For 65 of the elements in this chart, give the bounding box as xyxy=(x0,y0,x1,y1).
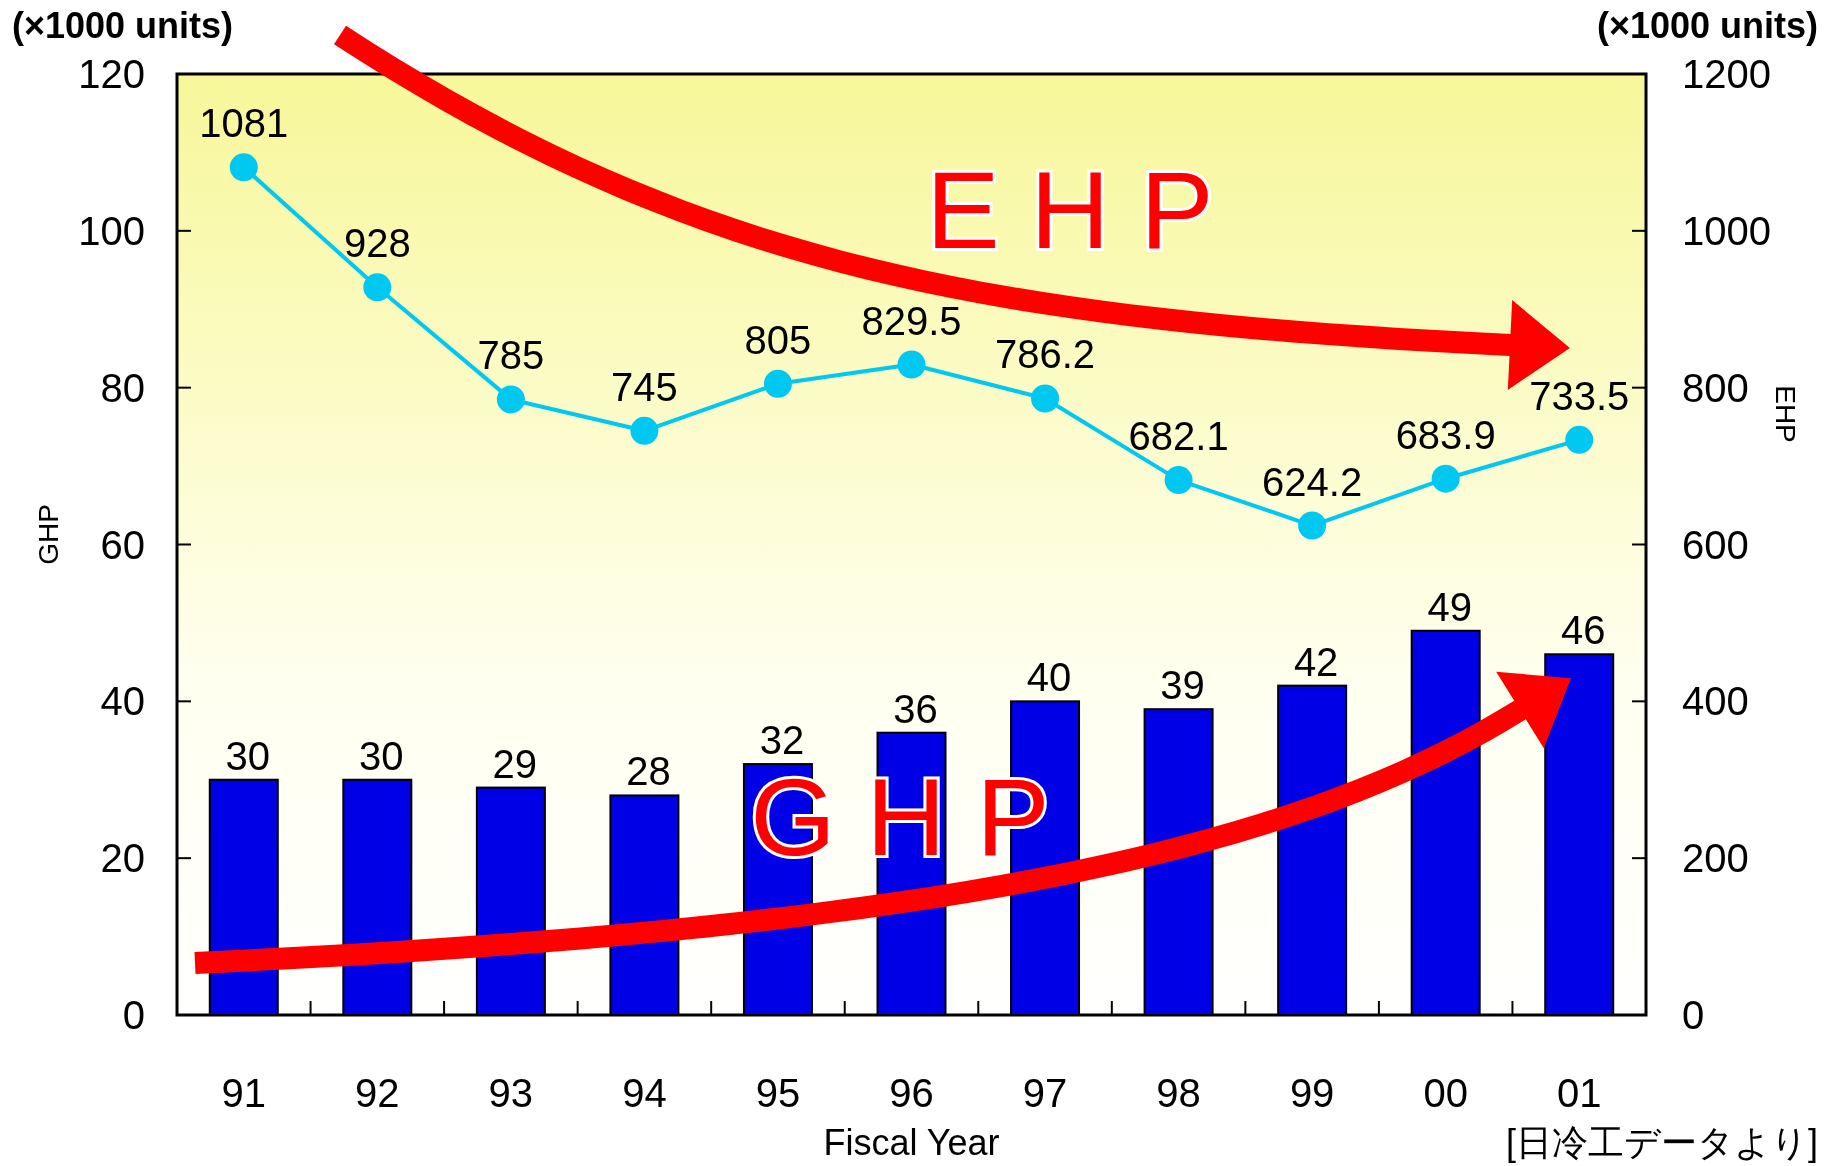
x-axis-title: Fiscal Year xyxy=(823,1122,1000,1163)
y-tick-label: 100 xyxy=(78,208,145,253)
point xyxy=(763,369,792,398)
x-tick-label: 91 xyxy=(221,1071,267,1115)
y2-tick-label: 400 xyxy=(1682,679,1749,724)
data-label: 785 xyxy=(477,333,545,378)
data-label: 40 xyxy=(1026,655,1072,700)
point xyxy=(1431,464,1460,493)
point xyxy=(363,273,392,302)
y-tick-label: 80 xyxy=(100,365,145,410)
data-label: 42 xyxy=(1293,639,1339,684)
text: [日冷工データより] xyxy=(1505,1122,1818,1163)
data-label: 28 xyxy=(626,749,671,794)
y-tick-label: 60 xyxy=(100,522,145,567)
data-label: 805 xyxy=(744,317,812,362)
x-tick-label: 99 xyxy=(1289,1071,1335,1115)
x-tick-label: 93 xyxy=(488,1071,534,1115)
data-label: 30 xyxy=(225,733,271,778)
y2-tick-label: 1000 xyxy=(1682,208,1771,253)
data-label: 29 xyxy=(492,741,538,786)
text: (×1000 units) xyxy=(12,5,234,46)
y-tick-label: 0 xyxy=(122,993,145,1037)
y-tick-label: 20 xyxy=(100,836,145,881)
x-tick-label: 01 xyxy=(1556,1071,1602,1115)
y2-axis-title: EHP xyxy=(1770,385,1801,443)
x-tick-label: 98 xyxy=(1156,1071,1201,1115)
data-label: 829.5 xyxy=(861,298,962,343)
x-tick-label: 95 xyxy=(755,1071,801,1115)
y2-tick-label: 800 xyxy=(1682,365,1749,410)
point xyxy=(630,416,659,445)
y-tick-label: 40 xyxy=(100,679,145,724)
annotation: E H P xyxy=(926,148,1214,271)
data-label: 683.9 xyxy=(1395,412,1496,457)
point xyxy=(897,350,926,379)
data-label: 928 xyxy=(343,221,411,266)
point xyxy=(1565,425,1594,454)
point xyxy=(229,153,258,182)
data-label: 46 xyxy=(1560,608,1606,653)
data-label: 733.5 xyxy=(1529,373,1630,418)
data-label: 624.2 xyxy=(1262,459,1363,504)
y2-tick-label: 200 xyxy=(1682,836,1749,881)
point xyxy=(496,385,525,414)
point xyxy=(1031,384,1060,413)
data-label: 1081 xyxy=(199,101,289,146)
x-tick-label: 00 xyxy=(1423,1071,1468,1115)
y2-tick-label: 600 xyxy=(1682,522,1749,567)
point xyxy=(1164,466,1193,495)
x-tick-label: 96 xyxy=(889,1071,934,1115)
data-label: 682.1 xyxy=(1128,414,1229,459)
data-label: 39 xyxy=(1160,663,1205,708)
text: (×1000 units) xyxy=(1596,5,1818,46)
data-label: 36 xyxy=(893,686,938,731)
data-label: 49 xyxy=(1427,584,1472,629)
x-tick-label: 94 xyxy=(622,1071,667,1115)
point xyxy=(1298,511,1327,540)
y-tick-label: 120 xyxy=(78,52,145,96)
data-label: 32 xyxy=(759,718,805,763)
data-label: 745 xyxy=(611,364,678,409)
y2-tick-label: 0 xyxy=(1682,993,1705,1037)
data-label: 30 xyxy=(359,733,404,778)
x-tick-label: 97 xyxy=(1022,1071,1068,1115)
y2-tick-label: 1200 xyxy=(1682,52,1771,96)
y-axis-title: GHP xyxy=(33,504,64,565)
data-label: 786.2 xyxy=(994,332,1096,377)
x-tick-label: 92 xyxy=(355,1071,400,1115)
